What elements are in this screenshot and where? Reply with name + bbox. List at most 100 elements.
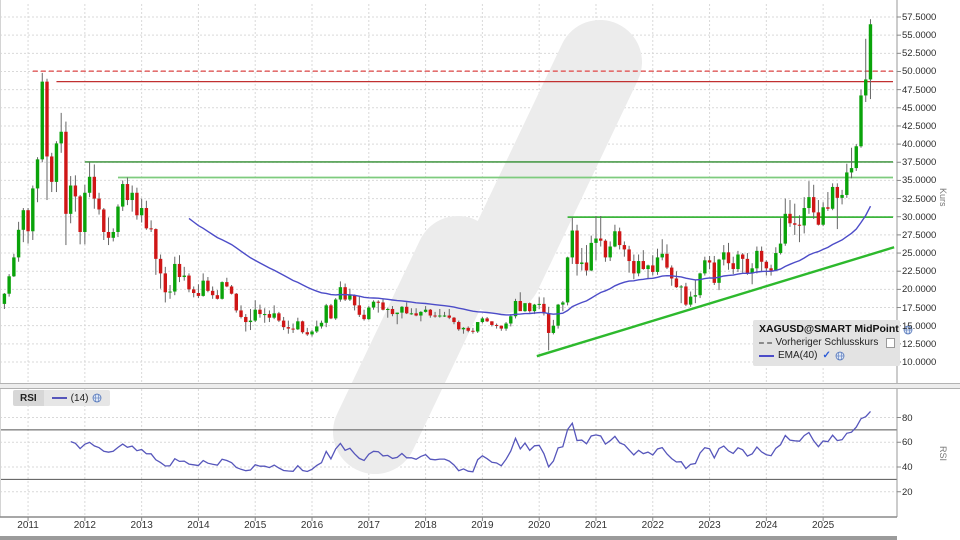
candle [722,252,726,260]
candle [286,327,291,329]
candle [674,278,679,288]
ema-line [188,205,872,316]
price-tick-label: 35.0000 [902,175,937,187]
globe-icon[interactable] [903,325,913,335]
candle [693,295,698,297]
candle [726,252,731,264]
candle [509,316,513,324]
candle [192,289,196,293]
year-tick-label: 2022 [641,520,664,531]
candle [811,197,816,213]
candle [750,268,754,274]
main-chart-legend[interactable]: XAGUSD@SMART MidPoint Vorheriger Schluss… [753,320,913,366]
candle [783,213,787,244]
candle [68,185,73,214]
rsi-indicator-name[interactable]: RSI [13,390,44,406]
candle [504,323,508,329]
year-tick-label: 2015 [244,520,267,531]
year-tick-label: 2016 [300,520,324,531]
candle [244,316,248,323]
widget-bottom-edge [0,536,897,540]
candle [357,305,362,315]
price-tick-label: 45.0000 [902,102,937,114]
candle [565,257,570,303]
candle [835,186,840,198]
panel-splitter[interactable] [0,383,960,389]
legend-row-symbol[interactable]: XAGUSD@SMART MidPoint [759,323,913,336]
candle [92,176,97,199]
candle [703,260,707,274]
legend-row-prev-close[interactable]: Vorheriger Schlusskurs [759,336,895,349]
candle [319,322,324,327]
candle [125,184,130,201]
candle [845,172,849,195]
candle [518,300,522,312]
candle [599,238,603,241]
prev-close-checkbox[interactable] [886,337,895,348]
candle [627,249,631,262]
price-tick-label: 12.5000 [902,338,937,350]
checkmark-icon[interactable]: ✓ [822,350,831,361]
price-axis-title: Kurs [938,188,948,207]
candle [632,261,636,274]
candle [135,192,139,216]
candle [745,258,750,274]
candle [97,198,101,210]
price-tick-label: 15.0000 [902,320,937,332]
candle [821,207,825,225]
globe-icon[interactable] [835,351,845,361]
candle [830,186,835,209]
candle [40,81,44,160]
rsi-line [70,410,871,473]
candle [660,253,664,258]
candle [196,293,201,296]
candle [367,307,371,320]
candle [485,318,489,322]
candle [73,185,78,197]
candle [26,210,30,232]
candle [755,250,759,269]
candle [376,301,380,303]
candle [797,224,802,226]
candle [234,293,238,311]
candle [149,228,153,230]
globe-icon[interactable] [92,393,102,403]
candle [173,263,177,292]
candle [778,243,783,254]
price-tick-label: 47.5000 [902,84,937,96]
candle [267,314,272,318]
candle [594,238,598,243]
candle [679,286,683,288]
candle [305,332,309,335]
year-tick-label: 2019 [471,520,494,531]
candle [45,81,49,157]
year-tick-label: 2013 [130,520,153,531]
candle [262,314,267,316]
candle [371,301,376,308]
rsi-legend[interactable]: RSI (14) [13,390,111,406]
candle [466,327,470,331]
candle [300,321,305,333]
finanzen-logo-watermark [333,216,500,474]
candle [277,313,281,321]
candle [206,280,210,291]
candle [163,273,168,293]
candle [499,325,504,329]
candle [655,257,660,272]
legend-row-ema[interactable]: EMA(40) ✓ [759,349,895,362]
candle [324,305,328,323]
candle [296,321,300,330]
candle [64,131,68,214]
candle [561,302,565,305]
candle [807,197,811,209]
candle [759,250,764,262]
rsi-params[interactable]: (14) [43,390,111,406]
candle [215,295,220,299]
candle [622,245,627,250]
candle [513,300,518,317]
candle [239,310,243,317]
candle [475,322,480,332]
candle [793,223,797,225]
candle [608,246,612,258]
